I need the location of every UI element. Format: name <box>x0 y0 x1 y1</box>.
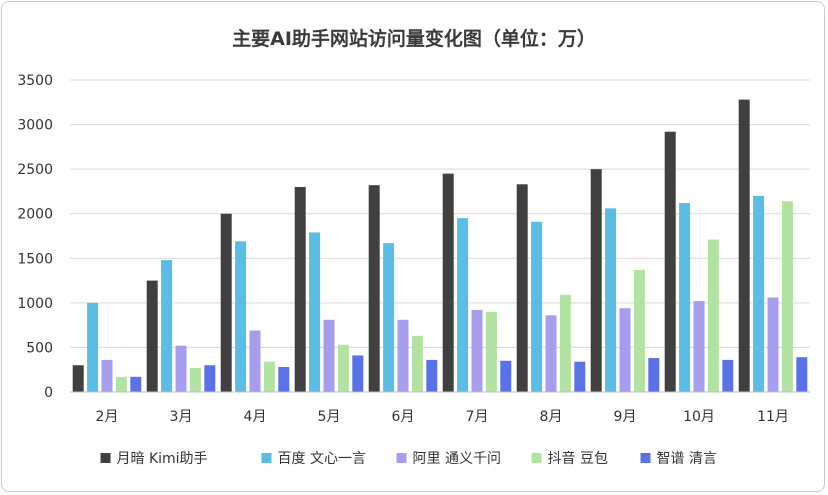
y-axis-ticks: 0 500 1000 1500 2000 2500 3000 3500 <box>17 73 53 401</box>
bar <box>633 269 645 392</box>
legend-swatch <box>100 453 111 463</box>
bar <box>263 361 275 392</box>
y-tick-label: 2000 <box>17 207 53 223</box>
bar <box>471 309 483 392</box>
bar <box>249 330 261 392</box>
chart-title: 主要AI助手网站访问量变化图（单位：万） <box>232 27 596 50</box>
x-tick-label: 4月 <box>244 409 267 425</box>
x-tick-label: 10月 <box>683 409 715 425</box>
bar <box>161 260 173 392</box>
x-tick-label: 5月 <box>318 409 341 425</box>
bar <box>220 213 232 392</box>
y-tick-label: 2500 <box>17 162 53 178</box>
x-tick-label: 2月 <box>96 409 119 425</box>
bar <box>383 243 395 392</box>
bar <box>574 361 586 392</box>
bar <box>204 365 216 392</box>
bar <box>130 376 142 392</box>
bar <box>235 241 247 392</box>
bar <box>397 319 409 392</box>
y-tick-label: 1000 <box>17 296 53 312</box>
legend-item: 百度 文心一言 <box>261 451 366 467</box>
legend-item: 阿里 通义千问 <box>396 451 501 467</box>
y-tick-label: 3000 <box>17 118 53 134</box>
bar <box>337 344 349 392</box>
bar <box>722 359 734 392</box>
bar <box>531 221 543 392</box>
bar <box>707 239 719 392</box>
legend-item: 智谱 清言 <box>640 451 717 467</box>
bar <box>175 345 187 392</box>
bar <box>115 376 127 392</box>
bar <box>753 195 765 392</box>
bar <box>309 232 321 392</box>
legend-swatch <box>396 453 407 463</box>
legend-label: 阿里 通义千问 <box>413 451 501 467</box>
y-tick-label: 1500 <box>17 251 53 267</box>
bar <box>619 308 631 392</box>
x-tick-label: 9月 <box>614 409 637 425</box>
legend: 月暗 Kimi助手 百度 文心一言 阿里 通义千问 抖音 豆包 智谱 清言 <box>100 450 717 467</box>
x-tick-label: 7月 <box>466 409 489 425</box>
bar <box>442 173 454 392</box>
bar <box>411 335 423 392</box>
y-tick-label: 3500 <box>17 73 53 89</box>
bar <box>664 131 676 392</box>
bar <box>693 301 705 392</box>
x-tick-label: 11月 <box>757 409 789 425</box>
y-tick-label: 0 <box>44 385 53 401</box>
bar <box>485 311 497 392</box>
legend-item: 月暗 Kimi助手 <box>100 451 208 467</box>
bar <box>590 169 602 392</box>
bar <box>559 294 571 392</box>
bar <box>87 302 99 392</box>
bar <box>101 359 113 392</box>
bar <box>545 315 557 392</box>
x-tick-label: 8月 <box>540 409 563 425</box>
bar <box>146 280 158 392</box>
bar <box>796 357 808 392</box>
legend-swatch <box>531 453 542 463</box>
bar <box>294 186 306 392</box>
bar <box>500 360 512 392</box>
bar <box>352 355 364 392</box>
legend-label: 月暗 Kimi助手 <box>117 451 208 467</box>
bar <box>605 208 617 392</box>
legend-label: 智谱 清言 <box>657 451 717 467</box>
legend-item: 抖音 豆包 <box>531 450 608 467</box>
bar <box>278 367 290 392</box>
bar <box>189 367 201 392</box>
bar <box>368 185 380 392</box>
legend-swatch <box>261 453 272 463</box>
bar <box>767 297 779 392</box>
bar <box>648 358 660 392</box>
x-axis-ticks: 2月 3月 4月 5月 6月 7月 8月 9月 10月 11月 <box>96 409 789 425</box>
y-tick-label: 500 <box>26 340 53 356</box>
legend-swatch <box>640 453 651 463</box>
bar <box>781 201 793 392</box>
bar <box>679 203 691 392</box>
bar <box>457 218 469 392</box>
legend-label: 百度 文心一言 <box>278 451 366 467</box>
bar <box>323 319 335 392</box>
bar <box>72 365 84 392</box>
bar <box>738 99 750 393</box>
legend-label: 抖音 豆包 <box>548 450 608 467</box>
x-tick-label: 6月 <box>392 409 415 425</box>
bar <box>426 359 438 392</box>
bars <box>72 99 808 393</box>
bar <box>516 184 528 392</box>
x-tick-label: 3月 <box>170 409 193 425</box>
